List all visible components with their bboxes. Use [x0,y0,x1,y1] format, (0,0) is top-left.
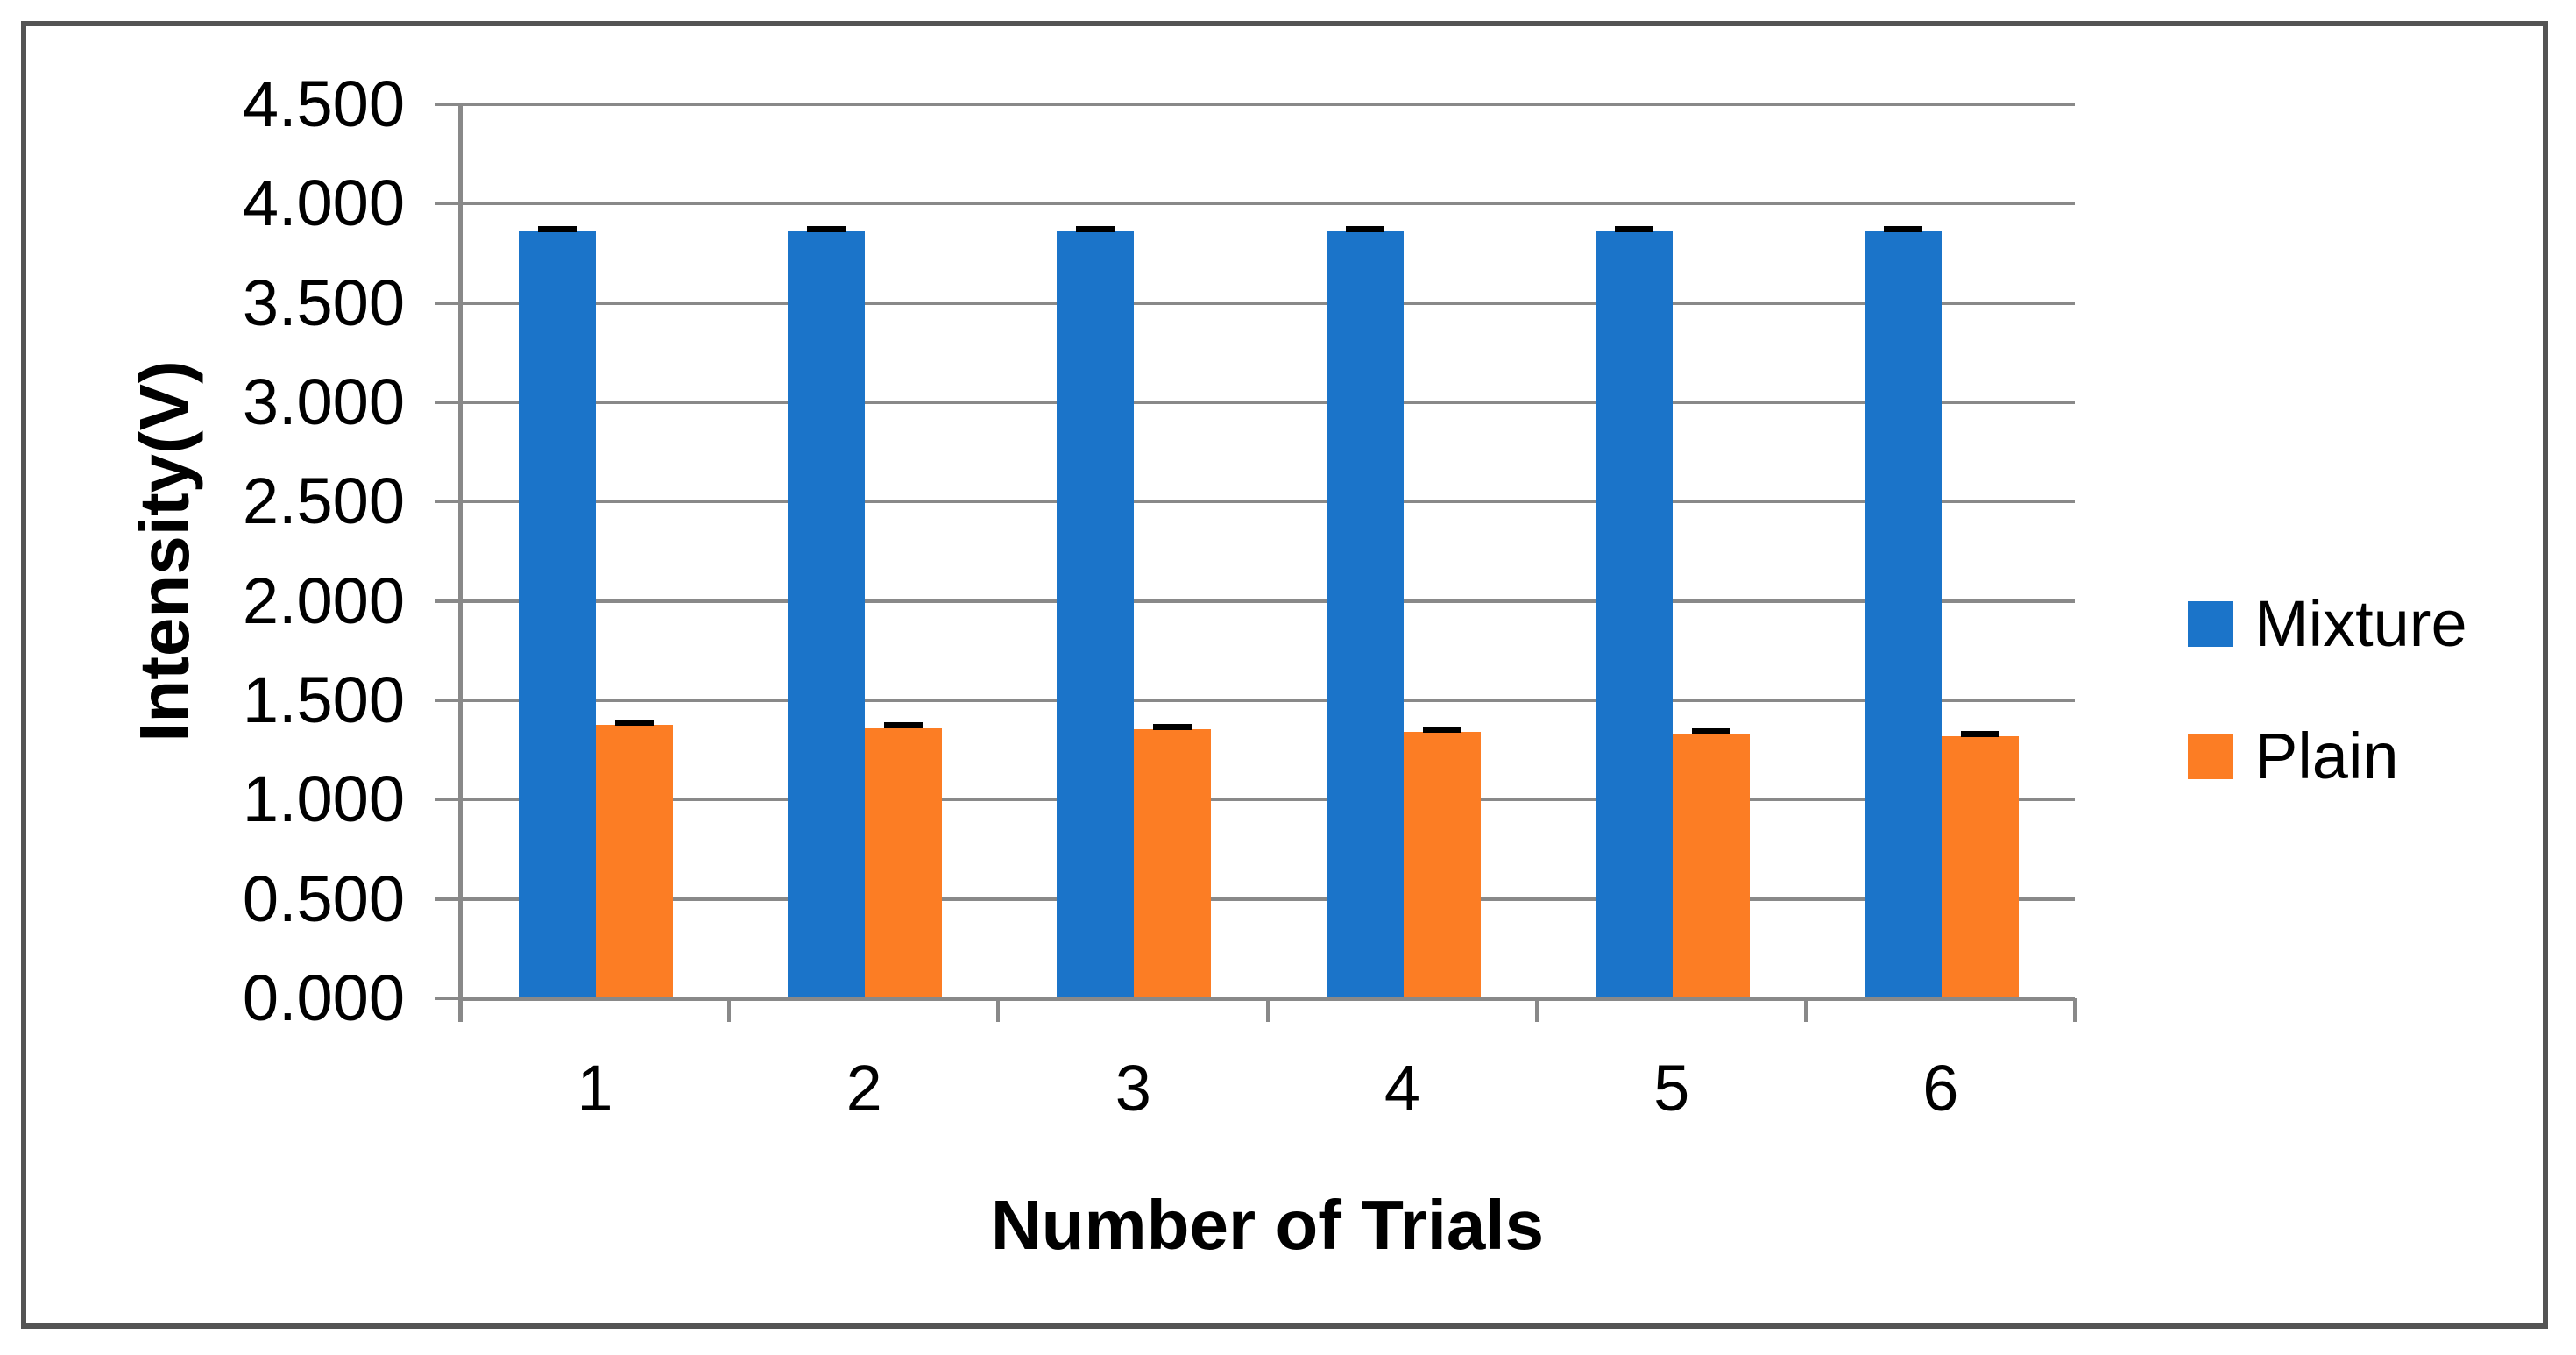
y-tick-label: 3.500 [242,266,405,339]
bar-mixture-trial-4 [1326,231,1404,998]
y-tick-label: 4.000 [242,167,405,240]
x-category-label-4: 4 [1384,1052,1421,1124]
x-category-label-2: 2 [846,1052,882,1124]
x-category-label-6: 6 [1922,1052,1959,1124]
y-tick-3.000 [435,401,463,404]
error-bar-cap-mixture-trial-4 [1345,225,1384,232]
error-bar-cap-mixture-trial-1 [538,225,577,232]
gridline-2.500 [460,500,2075,504]
y-axis-line [458,104,463,1022]
y-tick-label: 1.500 [242,663,405,736]
error-bar-cap-plain-trial-3 [1153,724,1192,731]
x-axis-title: Number of Trials [990,1186,1545,1264]
y-tick-2.000 [435,599,463,603]
error-bar-cap-mixture-trial-5 [1614,225,1653,232]
x-tick-4 [1534,998,1539,1022]
y-tick-label: 0.500 [242,862,405,935]
bar-mixture-trial-3 [1057,231,1135,998]
error-bar-cap-mixture-trial-2 [807,225,846,232]
gridline-0.500 [460,897,2075,901]
gridline-2.000 [460,599,2075,603]
x-tick-5 [1803,998,1808,1022]
x-tick-1 [727,998,732,1022]
legend-swatch-mixture [2188,601,2233,647]
error-bar-cap-plain-trial-4 [1422,726,1461,733]
bar-plain-trial-1 [596,725,674,998]
y-tick-label: 0.000 [242,961,405,1034]
error-bar-cap-plain-trial-2 [884,722,924,729]
error-bar-cap-plain-trial-5 [1691,728,1730,735]
x-tick-0 [458,998,462,1022]
y-tick-1.000 [435,798,463,802]
bar-plain-trial-4 [1403,732,1481,998]
gridline-3.500 [460,301,2075,305]
legend-label-plain: Plain [2254,720,2399,792]
bar-plain-trial-6 [1941,736,2019,998]
error-bar-cap-mixture-trial-3 [1076,225,1115,232]
y-tick-4.000 [435,202,463,206]
bar-plain-trial-2 [865,727,943,998]
y-tick-2.500 [435,500,463,504]
y-tick-1.500 [435,699,463,702]
x-category-label-3: 3 [1115,1052,1151,1124]
legend-entry-plain: Plain [2188,724,2399,789]
x-tick-3 [1265,998,1270,1022]
error-bar-cap-plain-trial-6 [1960,731,1999,738]
y-tick-0.500 [435,897,463,901]
y-tick-label: 2.500 [242,465,405,538]
gridline-3.000 [460,401,2075,404]
bar-plain-trial-5 [1672,734,1750,998]
y-tick-label: 2.000 [242,564,405,637]
bar-mixture-trial-6 [1864,231,1942,998]
gridline-1.500 [460,699,2075,702]
y-tick-4.500 [435,103,463,106]
y-tick-label: 4.500 [242,67,405,140]
legend-label-mixture: Mixture [2254,587,2467,660]
chart-outer-frame [21,21,2548,1329]
legend-swatch-plain [2188,734,2233,779]
bar-mixture-trial-2 [788,231,866,998]
legend-entry-mixture: Mixture [2188,592,2467,656]
gridline-4.000 [460,202,2075,206]
error-bar-cap-mixture-trial-6 [1883,225,1922,232]
x-tick-6 [2073,998,2077,1022]
bar-mixture-trial-5 [1595,231,1673,998]
gridline-4.500 [460,103,2075,106]
x-tick-2 [996,998,1001,1022]
y-tick-3.500 [435,301,463,305]
bar-mixture-trial-1 [519,231,597,998]
error-bar-cap-plain-trial-1 [615,719,655,726]
bar-plain-trial-3 [1134,729,1212,998]
gridline-1.000 [460,798,2075,802]
y-tick-label: 3.000 [242,365,405,438]
y-tick-label: 1.000 [242,763,405,836]
x-category-label-1: 1 [577,1052,613,1124]
y-tick-0.000 [435,997,463,1000]
x-category-label-5: 5 [1653,1052,1690,1124]
